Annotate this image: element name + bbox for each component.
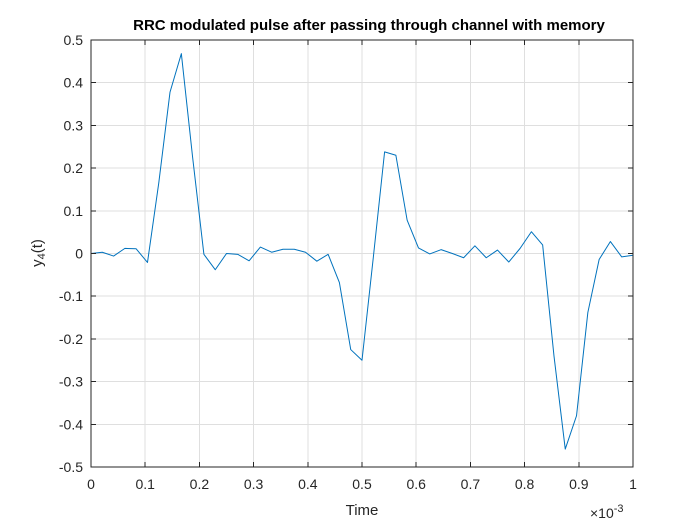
x-tick-label: 0.8: [515, 476, 535, 492]
y-tick-label: 0.3: [64, 117, 84, 133]
y-tick-label: -0.5: [59, 459, 83, 475]
x-axis-label: Time: [346, 502, 379, 519]
x-tick-label: 0: [87, 476, 95, 492]
y-tick-label: -0.2: [59, 331, 83, 347]
y-tick-label: -0.3: [59, 374, 83, 390]
series-group: [90, 53, 634, 450]
x-tick-label: 1: [629, 476, 637, 492]
x-exponent-power: -3: [614, 503, 624, 515]
y-tick-label: 0.5: [64, 32, 84, 48]
ticks: [90, 39, 634, 468]
y-axis-label: y4(t): [29, 239, 48, 267]
grid: [91, 40, 633, 467]
chart-title: RRC modulated pulse after passing throug…: [133, 17, 605, 34]
y-tick-label: 0.1: [64, 203, 84, 219]
y-tick-label: 0.4: [64, 75, 84, 91]
y-axis-label-suffix: (t): [29, 239, 46, 253]
x-tick-label: 0.1: [135, 476, 155, 492]
x-tick-label: 0.6: [406, 476, 426, 492]
tick-labels: 0 0.1 0.2 0.3 0.4 0.5 0.6 0.7 0.8 0.9 1 0.5 0.4 0.3 0.…: [59, 32, 637, 492]
x-tick-label: 0.4: [298, 476, 318, 492]
y-tick-label: 0: [75, 246, 83, 262]
x-exponent-label: ×10-3: [590, 503, 624, 521]
y-axis-label-subscript: 4: [36, 253, 48, 259]
x-tick-label: 0.3: [244, 476, 264, 492]
y-tick-label: -0.4: [59, 416, 83, 432]
y-axis-label-base: y: [29, 259, 46, 267]
y-tick-label: -0.1: [59, 288, 83, 304]
x-tick-label: 0.5: [352, 476, 372, 492]
x-exponent-base: ×10: [590, 505, 614, 521]
x-tick-label: 0.9: [569, 476, 589, 492]
svg-text:y4(t): y4(t): [29, 239, 48, 267]
series-line-0: [90, 53, 634, 450]
y-tick-label: 0.2: [64, 160, 84, 176]
x-tick-label: 0.2: [190, 476, 210, 492]
x-tick-label: 0.7: [461, 476, 481, 492]
